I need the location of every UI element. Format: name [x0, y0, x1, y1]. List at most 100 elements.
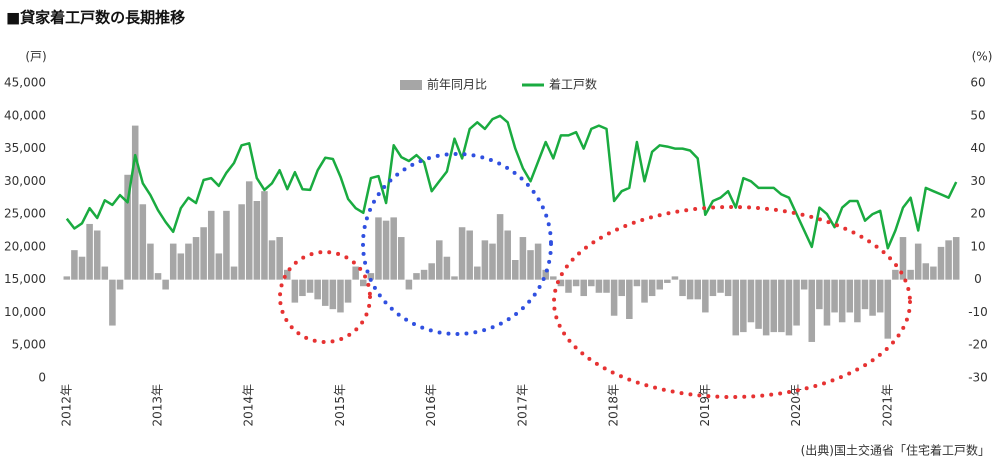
bar	[671, 276, 679, 280]
bar	[436, 240, 443, 280]
legend-label: 着工戸数	[549, 77, 597, 92]
bar	[808, 279, 816, 342]
x-tick-label: 2019年	[698, 384, 712, 427]
bar	[154, 273, 162, 280]
y2-tick-label: 0	[974, 272, 982, 286]
chart-title: ■貸家着工戸数の長期推移	[6, 9, 185, 27]
y-tick-label: 10,000	[4, 305, 46, 319]
bar	[200, 227, 207, 280]
bar	[724, 279, 732, 297]
bar	[778, 279, 785, 333]
bar	[800, 279, 808, 290]
bar	[398, 237, 405, 280]
bar	[952, 237, 960, 280]
bar	[572, 279, 580, 287]
y-tick-label: 0	[38, 371, 46, 385]
bar	[519, 237, 527, 280]
bar	[876, 279, 884, 313]
bar	[261, 191, 268, 280]
bar	[945, 240, 952, 280]
bar	[78, 256, 86, 280]
y2-tick-label: 60	[970, 76, 985, 90]
y-tick-label: 25,000	[4, 207, 46, 221]
bar	[93, 230, 101, 280]
bar	[610, 279, 618, 316]
bar	[63, 276, 71, 280]
x-tick-label: 2015年	[333, 384, 347, 427]
bar	[101, 266, 109, 280]
bar	[648, 279, 656, 297]
bar	[169, 243, 177, 280]
bar	[344, 279, 352, 303]
bar	[86, 223, 93, 280]
highlight-circle	[552, 205, 912, 399]
bar	[489, 243, 496, 280]
bar	[884, 279, 892, 339]
line	[65, 114, 958, 250]
bar	[633, 279, 641, 287]
bar	[899, 237, 907, 280]
bar	[641, 279, 648, 303]
bar	[679, 279, 686, 297]
bar	[861, 279, 869, 310]
x-tick-label: 2021年	[880, 384, 894, 427]
bar	[207, 210, 215, 280]
bar	[314, 279, 321, 300]
x-tick-label: 2012年	[59, 384, 73, 427]
bar	[626, 279, 633, 319]
bar	[481, 240, 489, 280]
bar	[451, 276, 458, 280]
bar	[747, 279, 755, 323]
bar	[588, 279, 595, 287]
bar	[337, 279, 344, 313]
highlight-circle	[361, 152, 553, 336]
y-tick-label: 30,000	[4, 174, 46, 188]
bar	[550, 276, 557, 280]
bar	[321, 279, 329, 306]
bar	[565, 279, 572, 293]
bar	[717, 279, 724, 293]
bar	[230, 266, 238, 280]
bar	[542, 269, 549, 280]
bar	[869, 279, 876, 316]
bar	[359, 279, 367, 287]
bar	[382, 220, 390, 280]
bar	[299, 279, 306, 297]
bar	[656, 279, 664, 290]
bar	[823, 279, 831, 326]
bar	[413, 273, 420, 280]
y2-tick-label: -20	[968, 338, 988, 352]
bar	[709, 279, 717, 297]
bar	[291, 279, 299, 303]
bar	[595, 279, 603, 293]
bar	[245, 181, 253, 280]
bar	[109, 279, 116, 326]
bar	[185, 243, 192, 280]
bar	[177, 253, 185, 280]
bar	[831, 279, 838, 313]
bar	[329, 279, 337, 310]
bar	[390, 217, 397, 280]
y2-tick-label: -30	[968, 371, 988, 385]
bar	[458, 227, 466, 280]
bar	[238, 204, 245, 280]
bar	[306, 279, 314, 293]
bar	[367, 273, 375, 280]
bar	[762, 279, 770, 336]
bar	[892, 269, 899, 280]
bar	[268, 240, 276, 280]
bar	[162, 279, 169, 290]
bar	[443, 256, 451, 280]
bar	[618, 279, 625, 297]
bar	[854, 279, 861, 323]
bar	[922, 263, 930, 280]
bar	[770, 279, 778, 333]
bar	[512, 260, 519, 280]
bar	[694, 279, 702, 300]
bar	[466, 230, 473, 280]
bar	[580, 279, 587, 297]
bar	[71, 250, 78, 280]
legend-label: 前年同月比	[427, 77, 487, 92]
bar	[702, 279, 709, 313]
bar	[116, 279, 124, 290]
